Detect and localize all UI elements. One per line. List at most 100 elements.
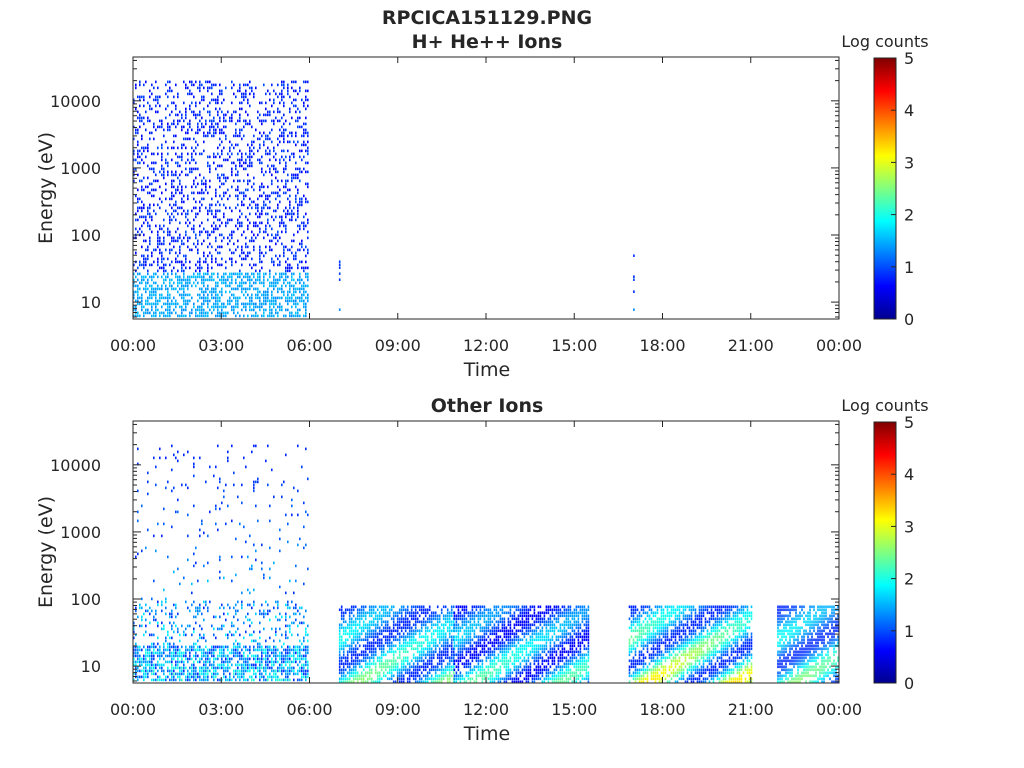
spectrogram-pixel bbox=[434, 623, 437, 627]
spectrogram-pixel bbox=[303, 645, 305, 649]
spectrogram-pixel bbox=[281, 95, 283, 99]
spectrogram-pixel bbox=[273, 654, 275, 658]
spectrogram-pixel bbox=[465, 611, 468, 615]
spectrogram-pixel bbox=[197, 305, 199, 309]
spectrogram-pixel bbox=[179, 119, 181, 123]
spectrogram-pixel bbox=[275, 281, 277, 285]
spectrogram-pixel bbox=[225, 311, 227, 315]
spectrogram-pixel bbox=[247, 245, 249, 249]
spectrogram-pixel bbox=[173, 648, 175, 652]
spectrogram-pixel bbox=[340, 680, 343, 684]
spectrogram-pixel bbox=[209, 119, 211, 123]
spectrogram-pixel bbox=[364, 647, 367, 651]
spectrogram-pixel bbox=[398, 617, 401, 621]
spectrogram-pixel bbox=[185, 678, 187, 682]
spectrogram-pixel bbox=[203, 272, 205, 276]
spectrogram-pixel bbox=[420, 611, 423, 615]
spectrogram-pixel bbox=[175, 275, 177, 279]
spectrogram-pixel bbox=[358, 611, 361, 615]
spectrogram-pixel bbox=[175, 287, 177, 291]
spectrogram-pixel bbox=[215, 101, 217, 105]
spectrogram-pixel bbox=[243, 456, 245, 460]
spectrogram-pixel bbox=[253, 648, 255, 652]
spectrogram-pixel bbox=[263, 666, 265, 670]
spectrogram-pixel bbox=[181, 170, 183, 174]
spectrogram-pixel bbox=[173, 119, 175, 123]
spectrogram-pixel bbox=[169, 113, 171, 117]
spectrogram-pixel bbox=[151, 278, 153, 282]
spectrogram-pixel bbox=[223, 176, 225, 180]
spectrogram-pixel bbox=[422, 668, 425, 672]
spectrogram-pixel bbox=[408, 668, 411, 672]
spectrogram-pixel bbox=[275, 648, 277, 652]
spectrogram-pixel bbox=[169, 296, 171, 300]
spectrogram-pixel bbox=[265, 92, 267, 96]
spectrogram-pixel bbox=[213, 287, 215, 291]
spectrogram-pixel bbox=[189, 624, 191, 628]
spectrogram-pixel bbox=[249, 239, 251, 243]
spectrogram-pixel bbox=[362, 611, 365, 615]
spectrogram-pixel bbox=[255, 639, 257, 643]
spectrogram-pixel bbox=[227, 275, 229, 279]
spectrogram-pixel bbox=[199, 293, 201, 297]
spectrogram-pixel bbox=[356, 608, 359, 612]
spectrogram-pixel bbox=[145, 648, 147, 652]
spectrogram-pixel bbox=[181, 269, 183, 273]
spectrogram-pixel bbox=[368, 635, 371, 639]
spectrogram-pixel bbox=[155, 188, 157, 192]
spectrogram-pixel bbox=[223, 131, 225, 135]
spectrogram-pixel bbox=[338, 662, 341, 666]
spectrogram-pixel bbox=[303, 266, 305, 270]
spectrogram-pixel bbox=[269, 314, 271, 318]
spectrogram-pixel bbox=[261, 119, 263, 123]
spectrogram-pixel bbox=[149, 606, 151, 610]
spectrogram-pixel bbox=[133, 137, 135, 141]
spectrogram-pixel bbox=[305, 543, 307, 547]
spectrogram-pixel bbox=[275, 152, 277, 156]
spectrogram-pixel bbox=[191, 591, 193, 595]
spectrogram-pixel bbox=[185, 299, 187, 303]
spectrogram-pixel bbox=[135, 128, 137, 132]
spectrogram-pixel bbox=[239, 645, 241, 649]
spectrogram-pixel bbox=[293, 89, 295, 93]
spectrogram-pixel bbox=[344, 668, 347, 672]
spectrogram-pixel bbox=[281, 672, 283, 676]
spectrogram-pixel bbox=[139, 302, 141, 306]
spectrogram-pixel bbox=[211, 230, 213, 234]
spectrogram-pixel bbox=[291, 209, 293, 213]
spectrogram-pixel bbox=[448, 674, 451, 678]
spectrogram-pixel bbox=[159, 206, 161, 210]
spectrogram-pixel bbox=[157, 146, 159, 150]
spectrogram-pixel bbox=[193, 504, 195, 508]
spectrogram-pixel bbox=[175, 209, 177, 213]
spectrogram-pixel bbox=[249, 308, 251, 312]
spectrogram-pixel bbox=[388, 632, 391, 636]
spectrogram-pixel bbox=[424, 614, 427, 618]
spectrogram-pixel bbox=[455, 659, 458, 663]
spectrogram-pixel bbox=[418, 680, 421, 684]
spectrogram-pixel bbox=[175, 107, 177, 111]
spectrogram-pixel bbox=[434, 680, 437, 684]
spectrogram-pixel bbox=[207, 263, 209, 267]
spectrogram-pixel bbox=[281, 83, 283, 87]
spectrogram-pixel bbox=[424, 635, 427, 639]
spectrogram-pixel bbox=[197, 299, 199, 303]
spectrogram-pixel bbox=[205, 257, 207, 261]
spectrogram-pixel bbox=[440, 656, 443, 660]
spectrogram-pixel bbox=[203, 660, 205, 664]
spectrogram-pixel bbox=[183, 236, 185, 240]
spectrogram-pixel bbox=[233, 296, 235, 300]
spectrogram-pixel bbox=[241, 308, 243, 312]
spectrogram-pixel bbox=[177, 239, 179, 243]
spectrogram-pixel bbox=[149, 89, 151, 93]
spectrogram-pixel bbox=[157, 651, 159, 655]
spectrogram-pixel bbox=[187, 660, 189, 664]
spectrogram-pixel bbox=[265, 308, 267, 312]
spectrogram-pixel bbox=[175, 272, 177, 276]
spectrogram-pixel bbox=[219, 233, 221, 237]
spectrogram-pixel bbox=[193, 275, 195, 279]
spectrogram-pixel bbox=[255, 666, 257, 670]
spectrogram-pixel bbox=[299, 639, 301, 643]
spectrogram-pixel bbox=[249, 80, 251, 84]
spectrogram-pixel bbox=[217, 173, 219, 177]
